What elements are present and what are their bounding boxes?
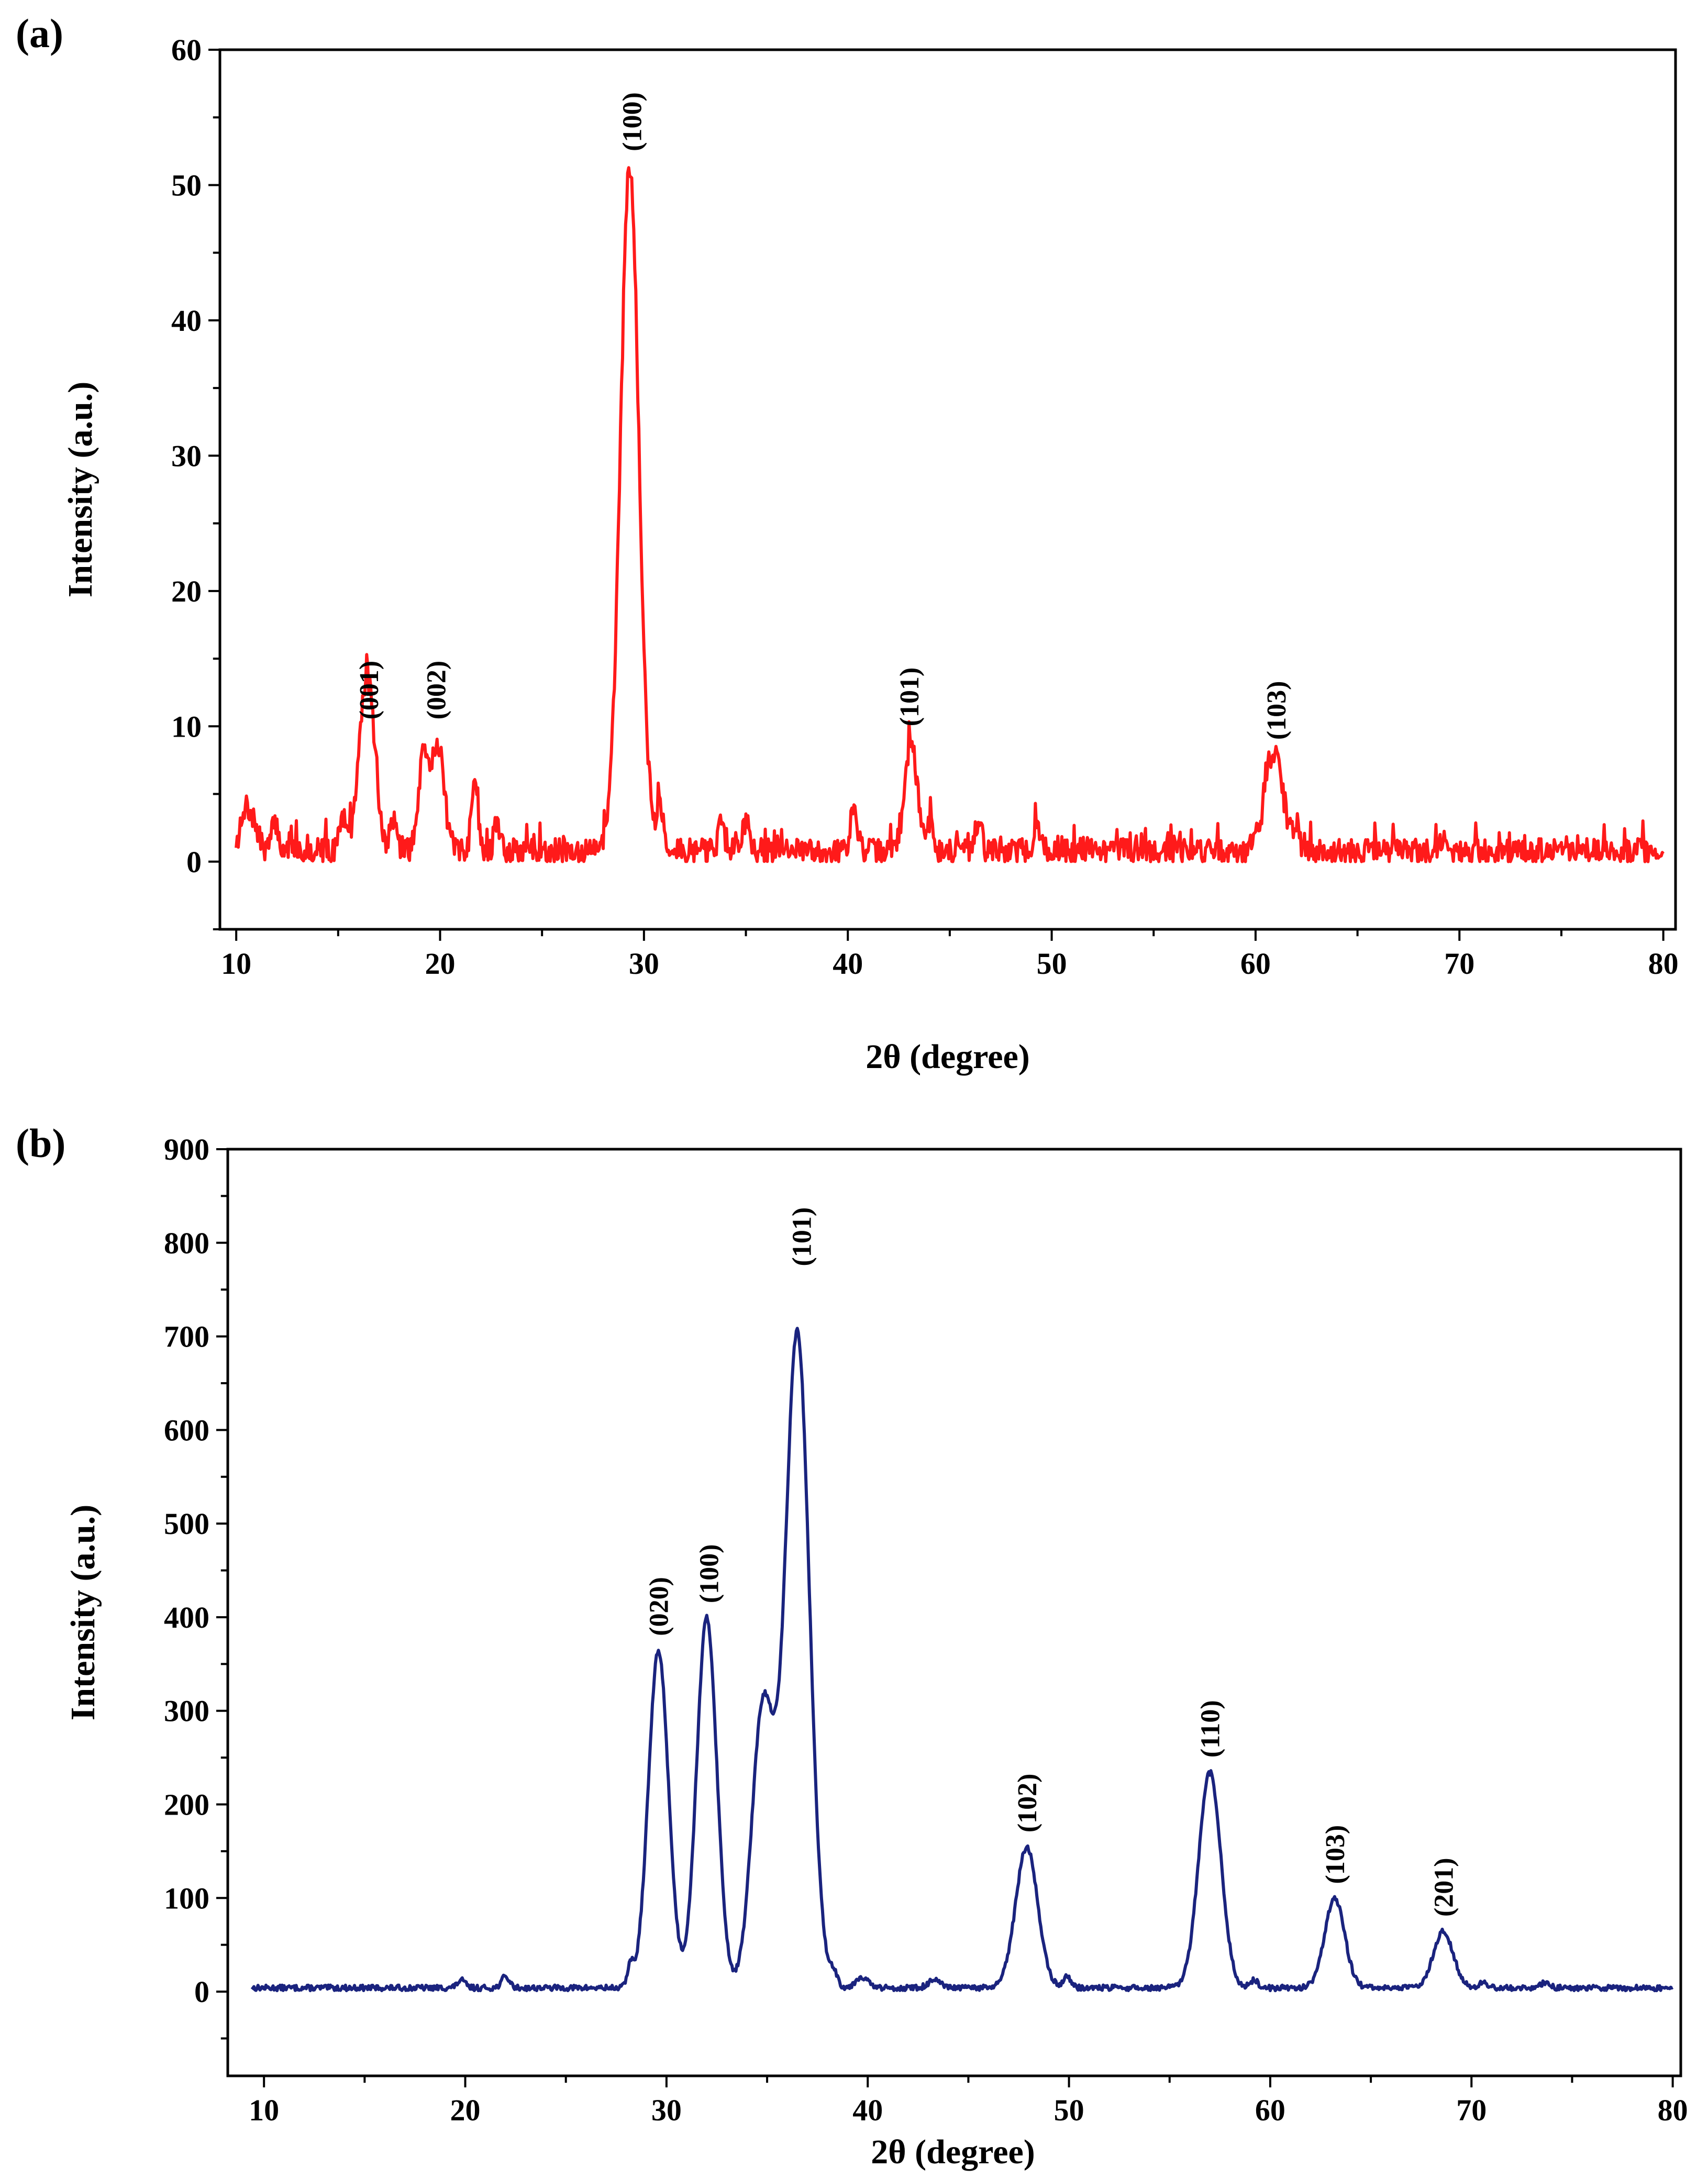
peak-label: (103) [1262,681,1292,740]
y-tick-label: 800 [164,1226,209,1260]
panel-b-diffraction-curve [250,1327,1674,1993]
x-tick-label: 50 [1037,947,1067,981]
peak-label: (002) [422,661,452,720]
panel-a-peak-labels: (001) (002) (100) (101) (103) [354,92,1292,740]
peak-label: (101) [895,668,925,727]
panel-a-y-axis: 0 10 20 30 40 50 60 [171,33,220,930]
peak-label: (102) [1013,1774,1042,1833]
y-tick-label: 700 [164,1320,209,1354]
y-tick-label: 300 [164,1694,209,1728]
y-tick-label: 0 [194,1975,209,2009]
panel-b-x-axis: 10 20 30 40 50 60 70 80 [249,2076,1688,2127]
x-tick-label: 50 [1054,2093,1084,2127]
peak-label: (201) [1429,1858,1459,1917]
y-tick-label: 10 [171,709,202,743]
x-tick-label: 20 [425,947,456,981]
x-tick-label: 60 [1255,2093,1285,2127]
y-tick-label: 600 [164,1413,209,1447]
y-tick-label: 50 [171,168,202,202]
x-tick-label: 10 [249,2093,279,2127]
peak-label: (100) [695,1544,725,1603]
panel-b: (b) 10 20 30 40 50 60 70 80 0 100 200 300 400 500 600… [16,1120,1688,2171]
panel-a-x-axis-title: 2θ (degree) [866,1038,1030,1076]
panel-a-x-axis: 10 20 30 40 50 60 70 80 [221,929,1679,981]
y-tick-label: 0 [186,845,202,879]
panel-a-label: (a) [16,10,63,56]
y-tick-label: 200 [164,1788,209,1822]
y-tick-label: 40 [171,304,202,338]
peak-label: (110) [1196,1700,1226,1758]
x-tick-label: 30 [629,947,659,981]
x-tick-label: 30 [651,2093,682,2127]
panel-b-peak-labels: (020) (100) (101) (102) (110) (103) (201) [645,1207,1459,1917]
panel-a-y-axis-title: Intensity (a.u.) [61,382,99,598]
panel-a-diffraction-curve [235,166,1665,863]
panel-b-label: (b) [16,1120,65,1166]
x-tick-label: 80 [1658,2093,1688,2127]
x-tick-label: 70 [1444,947,1474,981]
panel-b-plot-frame [226,1148,1682,2077]
peak-label: (100) [617,92,647,151]
y-tick-label: 900 [164,1132,209,1166]
peak-label: (001) [354,661,384,720]
x-tick-label: 70 [1456,2093,1487,2127]
peak-label: (101) [787,1207,817,1266]
x-tick-label: 20 [450,2093,481,2127]
peak-label: (103) [1321,1825,1350,1884]
y-tick-label: 500 [164,1507,209,1541]
x-tick-label: 40 [833,947,863,981]
panel-b-y-axis: 0 100 200 300 400 500 600 700 800 900 [164,1132,228,2040]
y-tick-label: 20 [171,574,202,608]
panel-b-x-axis-title: 2θ (degree) [871,2133,1035,2171]
y-tick-label: 60 [171,33,202,67]
y-tick-label: 30 [171,439,202,473]
panel-a-plot-frame [218,48,1677,931]
x-tick-label: 60 [1240,947,1271,981]
peak-label: (020) [645,1577,674,1636]
x-tick-label: 40 [852,2093,883,2127]
y-tick-label: 400 [164,1600,209,1635]
x-tick-label: 80 [1648,947,1679,981]
panel-b-y-axis-title: Intensity (a.u.) [64,1505,102,1721]
panel-a: (a) 10 20 30 40 50 60 70 80 0 10 20 30 40 50 60 (001)… [16,10,1679,1076]
x-tick-label: 10 [221,947,251,981]
y-tick-label: 100 [164,1881,209,1915]
